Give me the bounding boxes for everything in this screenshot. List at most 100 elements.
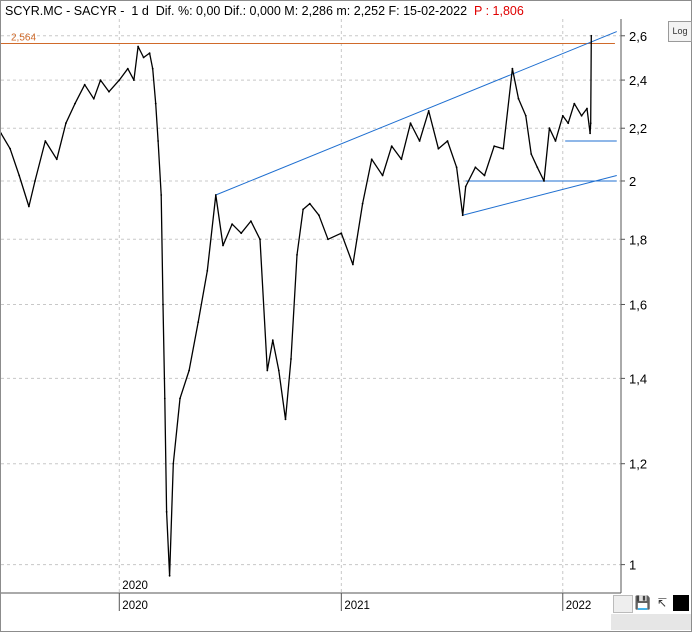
last-price-label: P : 1,806 <box>473 4 524 18</box>
grid-lines <box>1 19 621 593</box>
price-point <box>561 114 564 117</box>
price-series <box>1 34 593 577</box>
price-point <box>340 232 343 235</box>
price-point <box>240 232 243 235</box>
price-point <box>590 34 593 37</box>
price-point <box>284 418 287 421</box>
price-point <box>266 369 269 372</box>
price-point <box>370 158 373 161</box>
color-picker-button[interactable] <box>673 595 689 611</box>
price-point <box>133 79 135 81</box>
price-point <box>517 97 520 100</box>
price-point <box>137 45 140 48</box>
x-tick-label: 2021 <box>344 600 370 612</box>
price-point <box>160 194 163 196</box>
trendline <box>215 31 617 196</box>
y-tick-label: 2,2 <box>629 121 647 136</box>
price-point <box>474 166 477 169</box>
price-point <box>418 140 421 142</box>
price-point <box>154 102 157 105</box>
save-icon[interactable]: 💾 <box>634 595 652 610</box>
price-point <box>586 107 588 110</box>
price-point <box>28 205 30 208</box>
price-point <box>318 214 320 217</box>
price-point <box>179 397 181 400</box>
symbol-label: SCYR.MC - SACYR - <box>5 4 125 18</box>
price-point <box>92 97 95 100</box>
price-point <box>589 122 592 125</box>
price-point <box>461 214 464 217</box>
price-point <box>464 185 467 188</box>
status-bar <box>611 614 691 630</box>
price-point <box>548 127 551 130</box>
price-point <box>214 194 217 196</box>
price-point <box>427 110 430 112</box>
price-point <box>327 238 329 241</box>
pin-icon[interactable]: ↸ <box>656 596 668 610</box>
price-point <box>530 153 533 155</box>
price-point <box>108 90 110 93</box>
price-point <box>352 263 354 266</box>
x-tick-label: 2022 <box>566 600 592 612</box>
price-point <box>44 140 47 142</box>
price-point <box>409 122 412 125</box>
price-point <box>9 147 12 150</box>
y-tick-label: 1,6 <box>629 297 647 312</box>
y-tick-label: 1,4 <box>629 371 647 386</box>
price-point <box>65 122 67 125</box>
price-point <box>296 254 298 256</box>
price-point <box>168 574 171 577</box>
price-point <box>142 56 145 59</box>
price-point <box>381 174 384 177</box>
y-tick-label: 2,4 <box>629 73 647 88</box>
y-axis-ticks: 1 1,2 1,4 1,6 1,8 2 2,2 2,4 2,6 <box>621 29 647 573</box>
price-point <box>188 369 191 372</box>
price-point <box>536 166 539 169</box>
price-point <box>390 145 393 148</box>
resistance-label: 2,564 <box>11 32 36 43</box>
price-point <box>400 158 403 161</box>
price-point <box>437 147 440 150</box>
price-point <box>483 174 486 177</box>
price-point <box>83 83 86 86</box>
price-point <box>148 52 151 54</box>
price-point <box>455 166 458 169</box>
price-point <box>361 202 364 205</box>
price-point <box>580 114 583 117</box>
price-point <box>163 397 166 400</box>
price-point <box>206 270 209 272</box>
price-point <box>126 67 129 70</box>
y-tick-label: 1 <box>629 558 636 573</box>
price-point <box>446 140 449 142</box>
price-point <box>524 114 527 117</box>
price-point <box>18 174 21 177</box>
price-point <box>554 140 557 142</box>
price-point <box>543 180 545 182</box>
horizontal-lines: 2,564 <box>1 32 617 182</box>
price-point <box>172 462 175 465</box>
log-scale-button[interactable]: Log <box>668 21 692 42</box>
price-point <box>573 102 576 105</box>
period-label: 1 d <box>131 4 149 18</box>
price-point <box>99 79 102 81</box>
trendlines <box>215 31 617 216</box>
zoom-toggle-button[interactable] <box>613 595 633 613</box>
price-point <box>259 238 261 241</box>
price-point <box>157 140 160 142</box>
price-point <box>222 244 224 247</box>
price-point <box>589 132 591 135</box>
year-marker-label: 2020 <box>122 580 148 592</box>
trendline <box>462 174 617 216</box>
y-tick-label: 2,6 <box>629 29 647 44</box>
price-point <box>231 223 234 226</box>
price-point <box>1 132 2 135</box>
price-point <box>55 158 58 161</box>
price-point <box>165 511 168 513</box>
y-tick-label: 2 <box>629 174 636 189</box>
chart-header: SCYR.MC - SACYR - 1 d Dif. %: 0,00 Dif.:… <box>5 4 524 18</box>
plot-area <box>1 19 621 593</box>
price-point <box>34 180 36 182</box>
price-point <box>290 358 292 360</box>
